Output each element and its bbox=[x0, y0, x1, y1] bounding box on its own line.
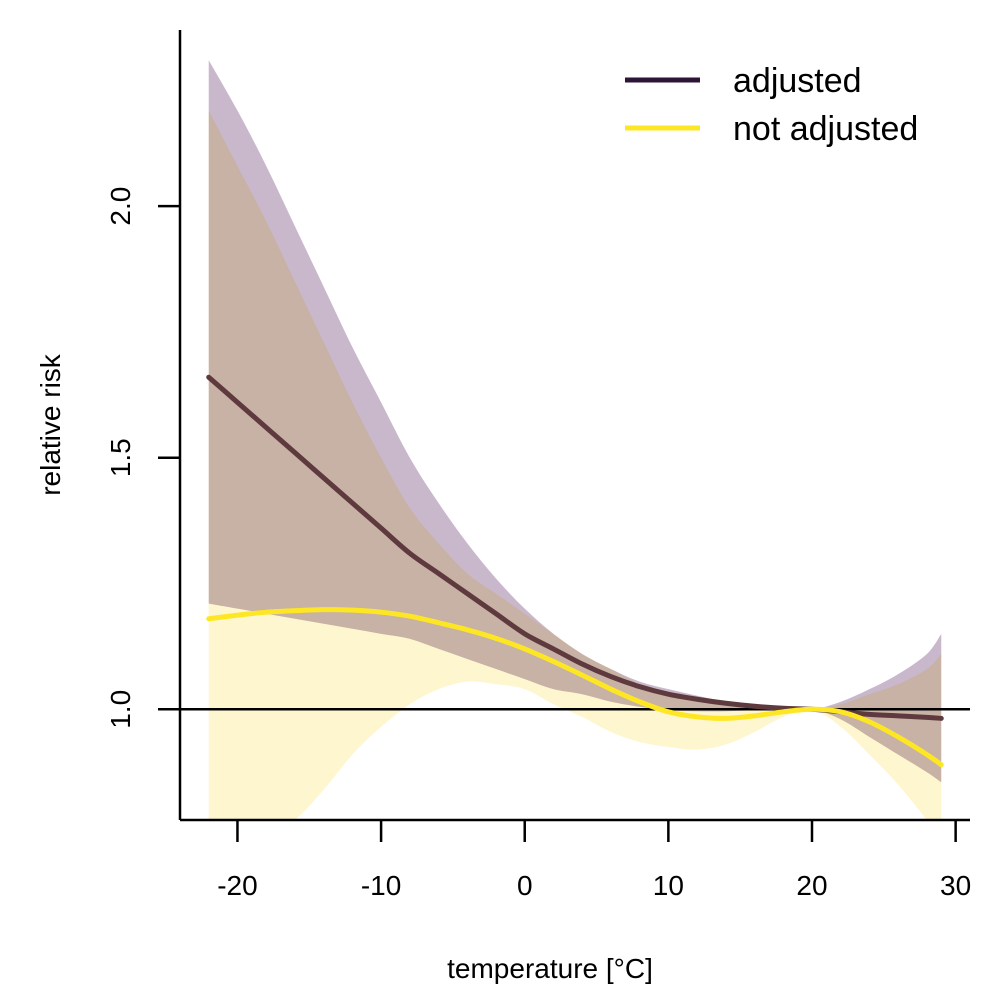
x-axis-title: temperature [°C] bbox=[447, 953, 653, 984]
x-tick-label: 20 bbox=[796, 870, 827, 901]
confidence-band-not-adjusted bbox=[208, 110, 942, 820]
y-tick-label: 1.0 bbox=[105, 690, 136, 729]
axes: -20 -10 0 10 20 30 1.0 1.5 2.0 temperature [°C] re… bbox=[35, 30, 971, 984]
y-tick-label: 2.0 bbox=[105, 187, 136, 226]
y-tick-label: 1.5 bbox=[105, 438, 136, 477]
x-tick-label: 10 bbox=[653, 870, 684, 901]
legend: adjusted not adjusted bbox=[625, 62, 918, 148]
x-tick-label: 30 bbox=[940, 870, 971, 901]
legend-label-adjusted: adjusted bbox=[733, 62, 862, 100]
confidence-bands bbox=[208, 60, 942, 820]
x-tick-label: -10 bbox=[361, 870, 401, 901]
legend-label-not-adjusted: not adjusted bbox=[733, 110, 918, 148]
x-tick-label: 0 bbox=[517, 870, 533, 901]
y-axis-title: relative risk bbox=[35, 353, 66, 496]
series-lines bbox=[206, 374, 944, 768]
x-tick-label: -20 bbox=[217, 870, 257, 901]
series-line-not-adjusted bbox=[206, 607, 944, 768]
